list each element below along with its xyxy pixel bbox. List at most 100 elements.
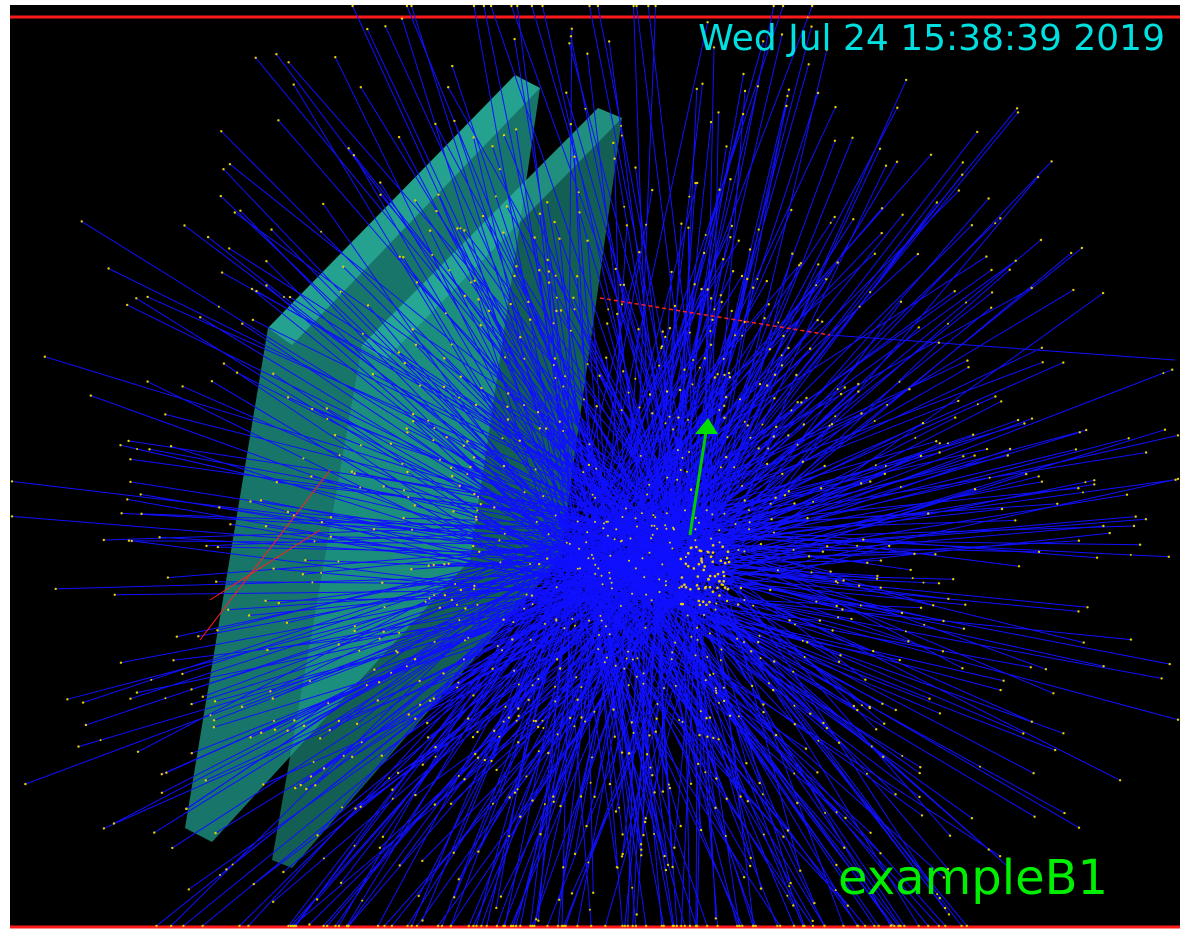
hit: [476, 604, 478, 606]
hit: [309, 680, 311, 682]
hit: [537, 678, 539, 680]
hit: [421, 919, 423, 921]
hit: [650, 767, 652, 769]
hit: [706, 656, 708, 658]
hit: [651, 525, 653, 527]
hit: [785, 105, 787, 107]
hit: [428, 565, 430, 567]
hit: [835, 889, 837, 891]
hit: [517, 715, 519, 717]
hit: [406, 5, 408, 7]
hit: [137, 751, 139, 753]
hit: [531, 5, 533, 7]
hit: [942, 650, 944, 652]
hit: [748, 509, 750, 511]
hit: [383, 485, 385, 487]
hit: [942, 620, 944, 622]
hit: [841, 608, 843, 610]
hit: [585, 541, 587, 543]
hit: [499, 168, 501, 170]
hit: [971, 224, 973, 226]
hit: [989, 477, 991, 479]
hit: [1052, 692, 1054, 694]
hit: [856, 709, 858, 711]
hit: [773, 532, 775, 534]
hit: [477, 496, 479, 498]
hit: [592, 892, 594, 894]
hit: [695, 546, 698, 549]
hit: [384, 606, 386, 608]
hit: [11, 515, 13, 517]
hit: [592, 558, 594, 560]
hit: [398, 136, 400, 138]
hit: [361, 900, 363, 902]
hit: [593, 796, 595, 798]
hit: [536, 521, 538, 523]
hit: [476, 509, 478, 511]
hit: [146, 296, 148, 298]
hit: [275, 53, 277, 55]
hit: [646, 494, 648, 496]
hit: [414, 504, 416, 506]
hit: [590, 782, 592, 784]
hit: [749, 521, 751, 523]
hit: [468, 925, 470, 927]
hit: [634, 166, 636, 168]
hit: [750, 650, 752, 652]
hit: [947, 442, 949, 444]
hit: [602, 527, 604, 529]
hit: [321, 521, 323, 523]
hit: [719, 541, 721, 543]
hit: [490, 5, 492, 7]
hit: [815, 284, 817, 286]
hit: [354, 625, 356, 627]
hit: [547, 259, 549, 261]
hit: [287, 61, 289, 63]
hit: [515, 128, 517, 130]
hit: [645, 594, 647, 596]
hit: [576, 925, 578, 927]
hit: [654, 5, 656, 7]
hit: [688, 451, 690, 453]
hit: [1009, 269, 1011, 271]
hit: [205, 545, 207, 547]
hit: [878, 925, 880, 927]
hit: [594, 497, 596, 499]
hit: [603, 522, 605, 524]
hit: [687, 615, 689, 617]
hit: [743, 599, 745, 601]
hit: [480, 387, 482, 389]
hit: [986, 448, 988, 450]
hit: [958, 189, 960, 191]
hit: [972, 434, 974, 436]
hit: [524, 491, 526, 493]
hit: [811, 5, 813, 7]
hit: [451, 599, 453, 601]
hit: [566, 542, 568, 544]
hit: [767, 448, 769, 450]
hit: [1078, 540, 1080, 542]
hit: [556, 658, 558, 660]
hit: [658, 365, 660, 367]
hit: [414, 199, 416, 201]
hit: [905, 79, 907, 81]
hit: [864, 679, 866, 681]
hit: [700, 288, 702, 290]
hit: [606, 322, 608, 324]
hit: [272, 373, 274, 375]
hit: [866, 773, 868, 775]
hit: [817, 263, 819, 265]
hit: [831, 629, 833, 631]
hit: [903, 925, 905, 927]
hit: [709, 716, 711, 718]
hit: [694, 539, 696, 541]
hit: [546, 925, 548, 927]
hit: [703, 614, 705, 616]
hit: [620, 605, 622, 607]
hit: [876, 578, 878, 580]
hit: [762, 703, 764, 705]
hit: [680, 558, 683, 561]
example-label: exampleB1: [838, 850, 1108, 906]
hit: [427, 736, 429, 738]
hit: [358, 650, 360, 652]
